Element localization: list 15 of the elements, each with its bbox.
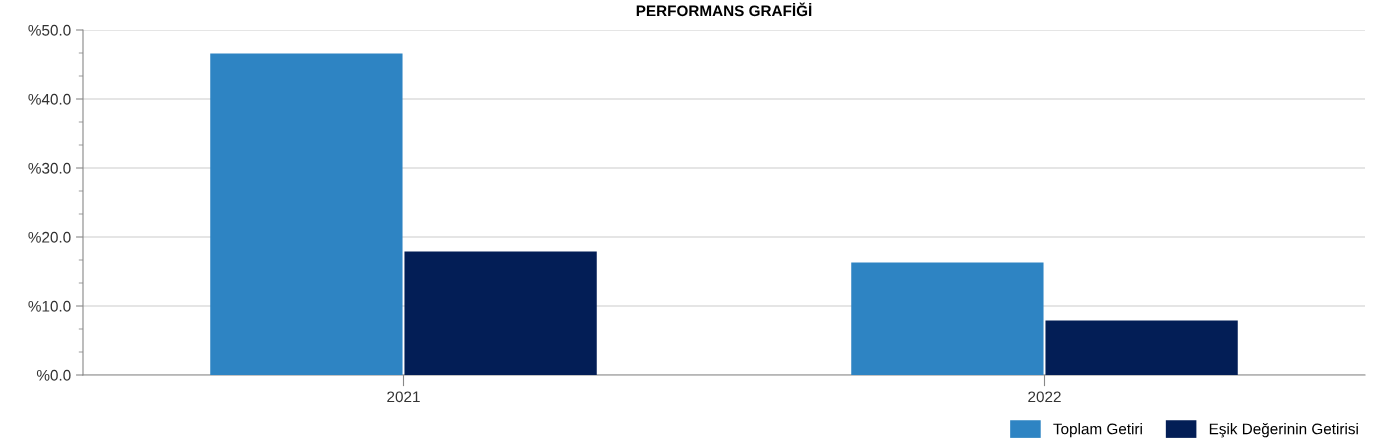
y-tick-label: %50.0 [28,24,71,36]
bar [1045,320,1238,375]
y-tick-label: %10.0 [28,300,71,312]
bar [404,251,597,375]
legend-label: Toplam Getiri [1053,423,1142,438]
bar [851,262,1044,375]
x-tick-label: 2022 [1028,391,1061,403]
y-tick-label: %30.0 [28,162,71,174]
y-tick-label: %0.0 [36,369,71,381]
x-tick-label: 2021 [387,391,420,403]
y-tick-label: %20.0 [28,231,71,243]
legend-label: Eşik Değerinin Getirisi [1209,422,1358,438]
y-tick-label: %40.0 [28,93,71,105]
chart-title: PERFORMANS GRAFİĞİ [636,2,812,17]
bar [210,53,403,375]
